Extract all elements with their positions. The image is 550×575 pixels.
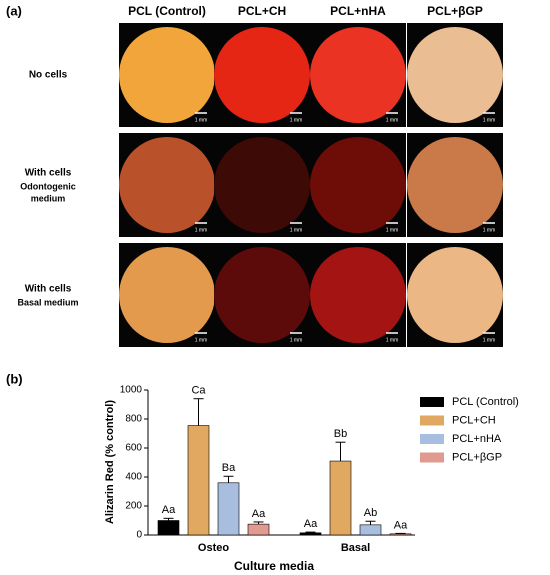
column-header: PCL+βGP bbox=[427, 4, 483, 18]
row-label: With cells bbox=[25, 284, 72, 295]
column-header: PCL+CH bbox=[238, 4, 286, 18]
column-header: PCL (Control) bbox=[128, 4, 206, 18]
scale-label: 1 mm bbox=[195, 337, 208, 343]
significance-label: Aa bbox=[304, 518, 318, 530]
y-tick-label: 1000 bbox=[120, 385, 143, 396]
bar bbox=[359, 524, 382, 536]
scale-label: 1 mm bbox=[290, 337, 303, 343]
significance-label: Bb bbox=[334, 428, 347, 440]
legend-swatch bbox=[420, 415, 444, 426]
y-tick-label: 600 bbox=[125, 443, 142, 454]
bar bbox=[329, 460, 352, 536]
scaffold-disc bbox=[310, 137, 406, 233]
scale-label: 1 mm bbox=[290, 227, 303, 233]
scale-label: 1 mm bbox=[386, 117, 399, 123]
scaffold-disc bbox=[119, 27, 215, 123]
significance-label: Ca bbox=[191, 385, 206, 397]
significance-label: Ab bbox=[364, 507, 377, 519]
scaffold-disc bbox=[407, 27, 503, 123]
legend-label: PCL+nHA bbox=[452, 433, 502, 445]
scaffold-disc bbox=[119, 137, 215, 233]
panel-label: (a) bbox=[6, 3, 22, 18]
scaffold-disc bbox=[407, 247, 503, 343]
row-label: Basal medium bbox=[17, 297, 78, 307]
scale-label: 1 mm bbox=[386, 227, 399, 233]
scaffold-disc bbox=[214, 27, 310, 123]
column-header: PCL+nHA bbox=[330, 4, 386, 18]
significance-label: Aa bbox=[252, 508, 266, 520]
x-tick-label: Basal bbox=[341, 542, 370, 554]
scaffold-disc bbox=[310, 247, 406, 343]
scale-label: 1 mm bbox=[483, 117, 496, 123]
y-tick-label: 400 bbox=[125, 472, 142, 483]
row-label: medium bbox=[31, 193, 66, 203]
bar bbox=[187, 425, 210, 536]
scale-label: 1 mm bbox=[386, 337, 399, 343]
legend-swatch bbox=[420, 452, 444, 463]
scaffold-disc bbox=[214, 137, 310, 233]
row-label: Odontogenic bbox=[20, 181, 76, 191]
legend-swatch bbox=[420, 434, 444, 444]
scaffold-disc bbox=[407, 137, 503, 233]
y-tick-label: 800 bbox=[125, 414, 142, 425]
legend-label: PCL (Control) bbox=[452, 396, 519, 408]
y-tick-label: 0 bbox=[136, 530, 142, 541]
legend-label: PCL+βGP bbox=[452, 451, 502, 463]
scaffold-disc bbox=[119, 247, 215, 343]
row-label: No cells bbox=[29, 70, 68, 81]
row-label: With cells bbox=[25, 168, 72, 179]
bar bbox=[217, 482, 240, 536]
significance-label: Ba bbox=[222, 462, 236, 474]
scale-label: 1 mm bbox=[483, 227, 496, 233]
scale-label: 1 mm bbox=[290, 117, 303, 123]
scale-label: 1 mm bbox=[195, 227, 208, 233]
scale-label: 1 mm bbox=[195, 117, 208, 123]
legend-label: PCL+CH bbox=[452, 414, 496, 426]
scale-label: 1 mm bbox=[483, 337, 496, 343]
x-tick-label: Osteo bbox=[198, 542, 229, 554]
legend-swatch bbox=[420, 397, 444, 407]
scaffold-disc bbox=[214, 247, 310, 343]
significance-label: Aa bbox=[162, 504, 176, 516]
y-axis-label: Alizarin Red (% control) bbox=[104, 400, 116, 524]
scaffold-disc bbox=[310, 27, 406, 123]
bar bbox=[299, 532, 322, 536]
significance-label: Aa bbox=[394, 519, 408, 531]
y-tick-label: 200 bbox=[125, 501, 142, 512]
x-axis-label: Culture media bbox=[234, 559, 314, 573]
bar bbox=[157, 520, 180, 536]
panel-label: (b) bbox=[6, 371, 23, 386]
bar bbox=[247, 523, 270, 536]
bar bbox=[389, 533, 412, 536]
